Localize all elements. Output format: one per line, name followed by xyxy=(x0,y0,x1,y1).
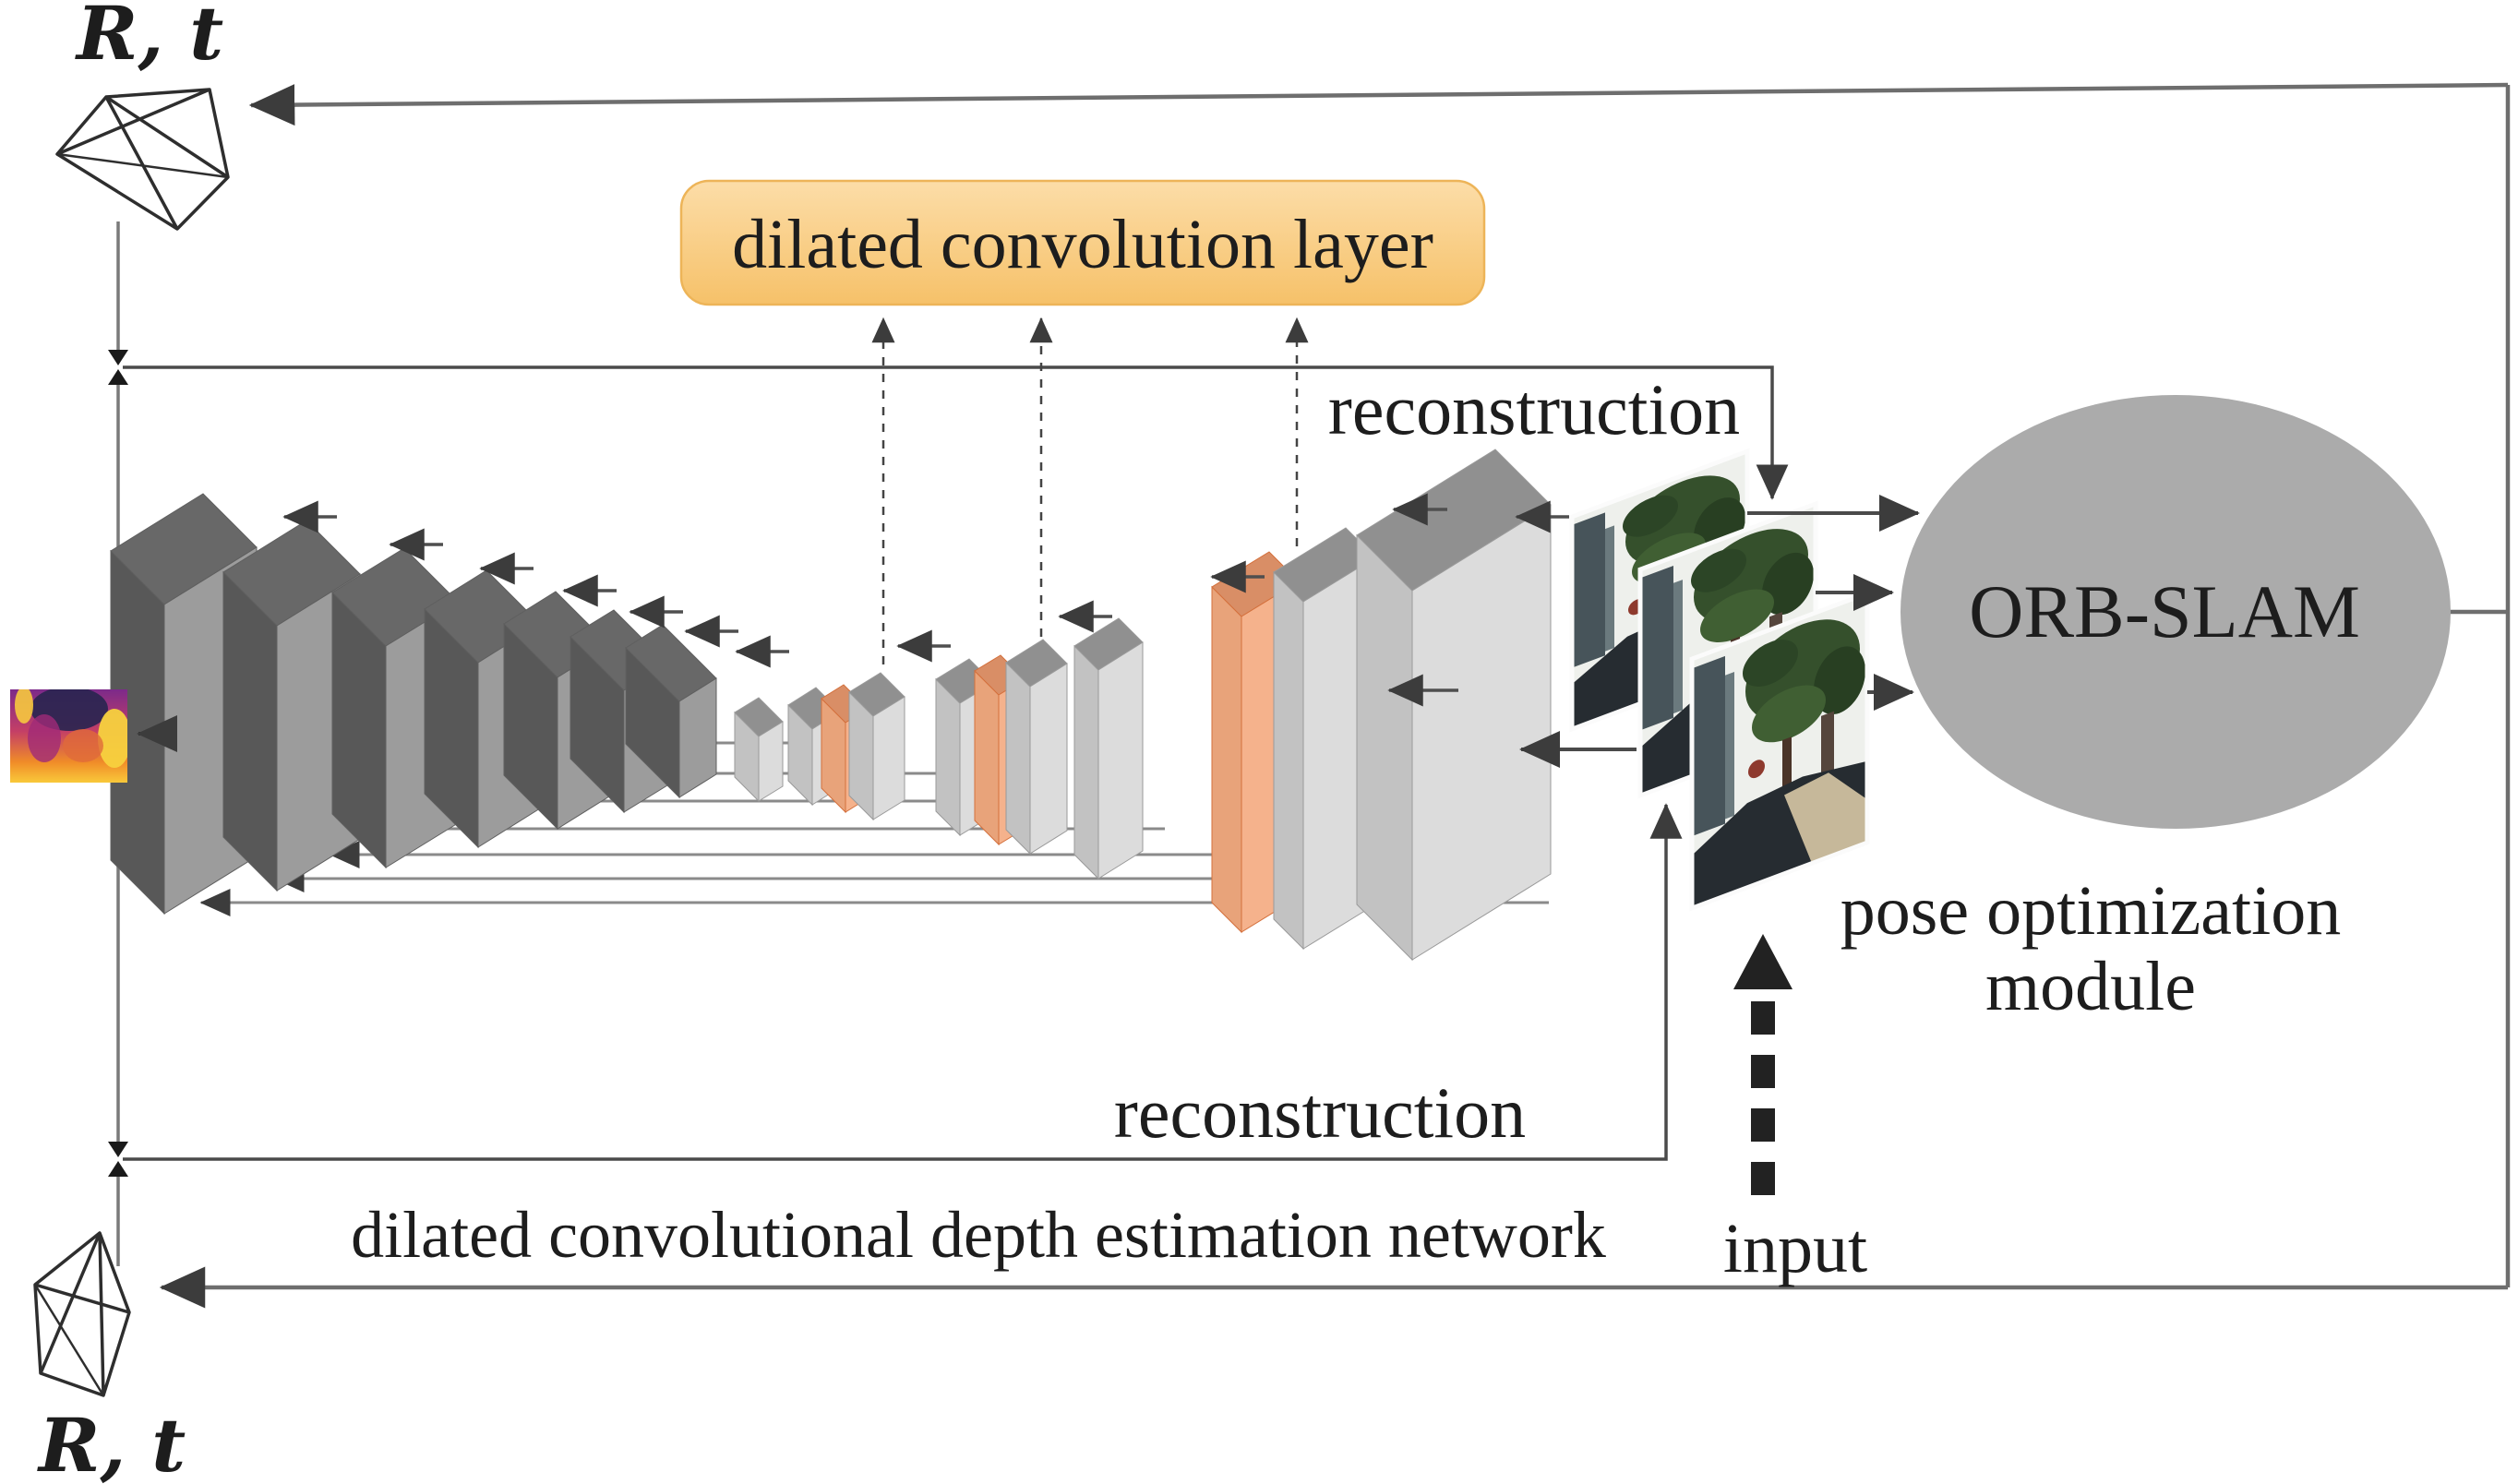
top-feedback-arrow xyxy=(248,82,2509,126)
input-label: input xyxy=(1723,1210,1867,1287)
camera-frustum-icon-bottom xyxy=(33,1231,131,1397)
deconv-block xyxy=(1005,639,1068,856)
deconv-block xyxy=(734,697,784,803)
reconstruction-label-bottom: reconstruction xyxy=(1114,1072,1526,1153)
pose-optimization-label-line2: module xyxy=(1985,948,2196,1025)
junction-bowtie-top xyxy=(108,350,128,385)
network-caption: dilated convolutional depth estimation n… xyxy=(351,1198,1606,1272)
pose-label-top: R, t xyxy=(75,0,223,77)
reconstruction-label-top: reconstruction xyxy=(1328,369,1740,449)
orb-slam-label: ORB-SLAM xyxy=(1969,569,2360,653)
reconstruction-bottom-line xyxy=(123,803,1683,1161)
pose-optimization-label-line1: pose optimization xyxy=(1841,872,2341,950)
camera-frustum-icon-top xyxy=(55,88,230,231)
junction-bowtie-bottom xyxy=(108,1142,128,1177)
orb-slam-module: ORB-SLAM xyxy=(1900,395,2451,829)
decoder-blocks xyxy=(734,449,1552,962)
depth-map-thumbnail xyxy=(10,689,177,783)
deconv-block xyxy=(1073,617,1144,880)
street-image xyxy=(1689,590,1870,912)
deconv-block xyxy=(848,672,905,821)
input-arrow xyxy=(1733,934,1793,1195)
dilated-convolution-box: dilated convolution layer xyxy=(679,179,1486,306)
input-feature-slab xyxy=(1356,449,1552,962)
dilated-box-arrows xyxy=(871,317,1309,664)
conv-block xyxy=(625,624,717,799)
image-flow-arrows xyxy=(1519,495,1920,768)
pose-label-bottom: R, t xyxy=(37,1402,186,1484)
pose-feedback-lines xyxy=(159,82,2511,1309)
encoder-conv-blocks xyxy=(110,493,717,916)
dilated-box-label: dilated convolution layer xyxy=(732,206,1433,283)
reconstruction-top-line xyxy=(123,365,1789,500)
downsample-arrows xyxy=(282,493,1569,707)
street-image-stack xyxy=(1569,448,1870,912)
reconstruction-lines xyxy=(123,365,1789,1161)
